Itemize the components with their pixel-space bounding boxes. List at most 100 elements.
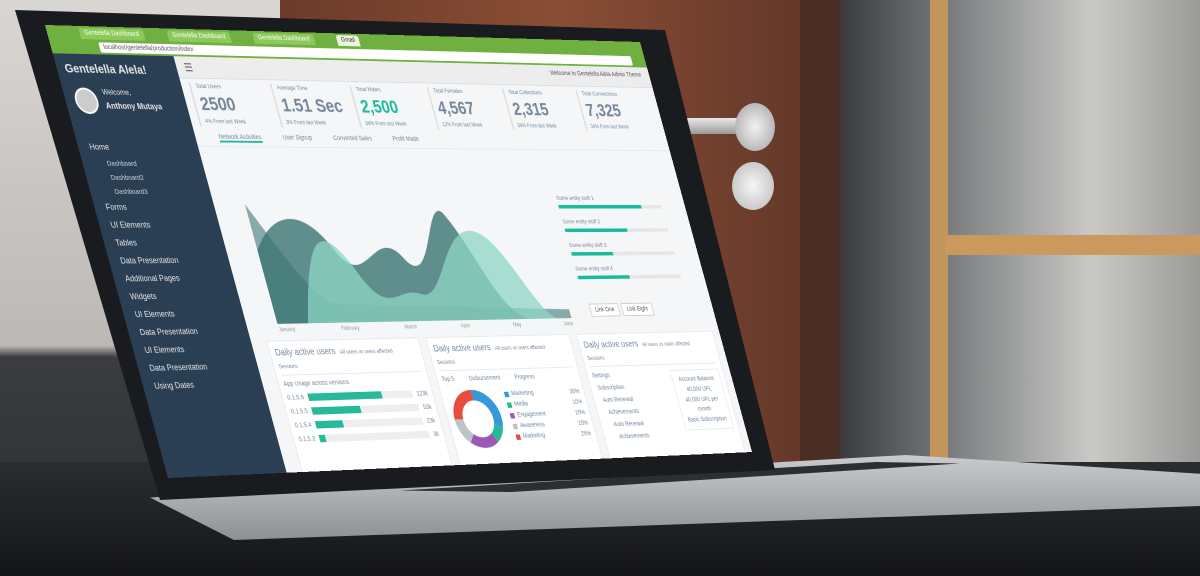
stat-card: Total Females 4,567 12% From last Week (426, 86, 514, 131)
usage-value: 53k (422, 403, 433, 411)
panel-subtitle: All users vs users affected (494, 345, 546, 352)
stat-label: Total Collections (507, 89, 543, 97)
stat-value: 2,315 (510, 99, 551, 120)
sidebar-item[interactable]: UI Elements (109, 220, 152, 230)
link-buttons: Link One Link Eight (588, 302, 657, 317)
sidebar-item[interactable]: Tables (114, 237, 138, 248)
header: Progress (513, 373, 536, 381)
progress-label: Some entity stuff 3 (568, 242, 608, 249)
stat-sub: 34% From last Week (590, 124, 630, 131)
door-frame (800, 0, 840, 470)
sidebar-item[interactable]: Additional Pages (123, 273, 181, 284)
browser-tab[interactable]: Gmail (335, 35, 361, 47)
stat-label: Total Females (432, 87, 464, 95)
version: 0.1.5.3 (297, 435, 317, 443)
progress-fill (558, 205, 642, 209)
link-one-button[interactable]: Link One (588, 303, 622, 317)
legend-swatch (509, 412, 516, 419)
sidebar-item[interactable]: UI Elements (143, 344, 186, 355)
progress-fill (571, 251, 614, 256)
donut-headers: Top 5 Disbursement Progress (441, 373, 576, 383)
usage-row: 0.1.5.6 123k (286, 390, 429, 402)
stat-sub: 34% From last Week (517, 123, 558, 130)
door-knob (735, 103, 775, 151)
legend-pct: 15% (577, 420, 590, 427)
door-lock (732, 162, 774, 210)
usage-bar (315, 417, 424, 429)
sidebar-item[interactable]: Forms (104, 202, 128, 212)
stat-value: 7,325 (583, 101, 624, 121)
settings-item[interactable]: Achievements (618, 432, 651, 441)
link-eight-button[interactable]: Link Eight (620, 302, 655, 317)
stat-sub: 34% From last Week (364, 121, 408, 128)
legend-swatch (512, 423, 519, 429)
tab[interactable]: Profit Made (391, 136, 420, 143)
sidebar-item[interactable]: Data Presentation (119, 255, 180, 266)
legend-item: Marketing 30% (503, 388, 581, 398)
legend-item: Awareness 15% (512, 420, 589, 429)
browser-tab[interactable]: Gentelella Dashboard (78, 27, 146, 41)
stat-label: Average Time (276, 84, 309, 92)
usage-fill (318, 434, 327, 443)
sidebar-subitem[interactable]: Dashboard3 (113, 187, 149, 196)
tab[interactable]: Converted Sales (332, 135, 373, 143)
sidebar-item[interactable]: Widgets (128, 291, 158, 302)
usage-row: 0.1.5.3 3k (298, 430, 440, 443)
panel-subtitle: All users vs users affected (339, 348, 394, 356)
usage-value: 3k (432, 430, 440, 438)
month-label: January (278, 327, 297, 334)
stat-card: Average Time 1.51 Sec 3% From last Week (269, 83, 361, 129)
user-name: Anthony Mutaya (104, 101, 164, 112)
version: 0.1.5.4 (294, 421, 313, 429)
legend-pct: 25% (580, 430, 592, 438)
progress-bar (564, 228, 669, 233)
legend-label: Marketing (510, 390, 535, 397)
panel-sessions: Sessions (436, 360, 456, 366)
header: Disbursement (468, 374, 502, 383)
main-content: ☰ Welcome to Gentelella Alela Admin Theme… (173, 56, 752, 478)
sidebar-item[interactable]: UI Elements (133, 309, 176, 320)
legend-pct: 20% (574, 409, 587, 417)
month-label: April (460, 323, 471, 330)
sidebar-subitem[interactable]: Dashboard2 (109, 173, 145, 182)
account-title: Account Balance (677, 375, 715, 383)
legend-swatch (506, 401, 513, 408)
version: 0.1.5.5 (290, 407, 309, 416)
menu-icon[interactable]: ☰ (182, 60, 195, 75)
area-series (283, 230, 558, 324)
sidebar-subitem[interactable]: Dashboard (105, 159, 138, 168)
month-label: June (563, 321, 574, 328)
browser-tab[interactable]: Gentelella Dashboard (166, 30, 232, 44)
stat-label: Total Males (355, 86, 382, 94)
tab[interactable]: User Signup (282, 134, 314, 142)
legend-pct: 30% (568, 388, 581, 396)
sidebar-item[interactable]: Home (88, 142, 111, 152)
legend-swatch (503, 391, 510, 397)
balance: 40,000 UPL (686, 386, 713, 393)
stat-card: Total Connections 7,325 34% From last Week (575, 89, 659, 133)
legend-label: Engagement (516, 411, 547, 419)
stat-value: 4,567 (435, 98, 477, 119)
legend-label: Media (513, 400, 529, 408)
progress-fill (577, 275, 631, 280)
panel-title: Daily active users (432, 342, 492, 355)
panel-header: Daily active users All users vs users aff… (273, 343, 422, 376)
per-month: 40,000 UPL per month (684, 396, 720, 413)
progress-label: Some entity stuff 1 (555, 195, 595, 202)
stat-card: Total Males 2,500 34% From last Week (349, 85, 439, 130)
stat-card: Total Users 2500 4% From last Week (188, 82, 282, 128)
stat-sub: 3% From last Week (285, 120, 327, 127)
tab[interactable]: Network Activities (218, 134, 263, 143)
brand-title: Gentelella Alela! (62, 61, 149, 77)
browser-tab[interactable]: Gentelella Dashboard (252, 32, 316, 46)
sidebar-item[interactable]: Data Presentation (148, 361, 209, 373)
sidebar-item[interactable]: Data Presentation (138, 326, 199, 338)
legend-pct: 10% (571, 399, 584, 406)
sidebar-item[interactable]: Using Dates (153, 380, 196, 391)
progress-bar (577, 274, 682, 280)
donut-chart (444, 387, 512, 452)
welcome-text: Welcome, (100, 87, 132, 97)
usage-rows: 0.1.5.6 123k 0.1.5.5 53k 0.1.5.4 23k 0.1.5.3 3k (286, 390, 440, 443)
usage-row: 0.1.5.4 23k (294, 417, 436, 429)
panel-sessions: Sessions (278, 364, 299, 371)
